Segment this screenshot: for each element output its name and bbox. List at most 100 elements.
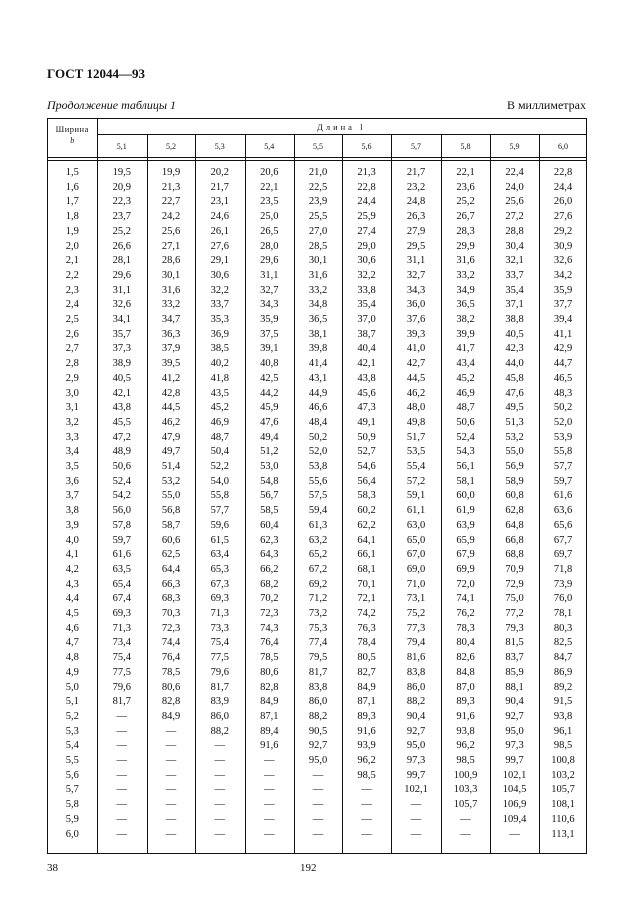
table-cell: 82,6	[456, 652, 475, 664]
table-cell: 72,9	[505, 578, 524, 590]
table-cell: —	[116, 740, 128, 752]
table-cell: 40,2	[210, 358, 229, 370]
table-cell: 55,4	[406, 461, 426, 472]
table-cell: 98,5	[553, 740, 573, 752]
table-cell: 76,3	[357, 622, 376, 634]
table-cell: 54,3	[456, 446, 475, 458]
table-cell: 52,0	[308, 446, 328, 458]
table-cell: 106,9	[502, 799, 527, 811]
row-width-value: 4,7	[65, 637, 79, 649]
table-cell: —	[214, 769, 226, 781]
table-cell: —	[165, 799, 177, 811]
table-cell: 34,3	[406, 284, 426, 296]
row-width-value: 3,3	[65, 431, 79, 443]
table-cell: 41,7	[456, 343, 475, 355]
table-cell: 98,5	[357, 769, 376, 781]
table-cell: 77,5	[112, 666, 131, 678]
table-cell: 25,5	[308, 211, 328, 223]
table-cell: 21,3	[161, 181, 181, 193]
table-cell: 59,7	[553, 475, 573, 487]
table-cell: 59,6	[210, 519, 229, 531]
table-cell: 25,2	[112, 225, 131, 237]
table-cell: 30,6	[210, 269, 229, 281]
table-cell: 58,1	[456, 475, 475, 487]
table-cell: 39,4	[553, 314, 573, 325]
table-cell: —	[116, 784, 128, 796]
table-cell: 40,5	[505, 328, 524, 340]
column-header: 5,2	[166, 142, 176, 151]
row-width-value: 1,7	[65, 196, 79, 208]
table-cell: 55,8	[553, 446, 573, 458]
table-cell: —	[165, 784, 177, 796]
table-cell: 75,4	[210, 637, 229, 649]
table-cell: 48,7	[456, 402, 475, 414]
table-cell: 38,2	[456, 314, 475, 325]
table-cell: 78,5	[260, 652, 279, 664]
table-cell: 48,7	[210, 431, 229, 443]
table-cell: 47,6	[260, 416, 279, 428]
table-cell: 50,6	[456, 416, 475, 428]
table-cell: 66,8	[505, 534, 524, 546]
table-cell: 50,9	[357, 431, 376, 443]
table-cell: 24,6	[210, 211, 229, 223]
table-cell: 57,7	[210, 505, 229, 517]
table-cell: 76,2	[456, 608, 475, 619]
table-cell: 34,1	[112, 314, 131, 325]
table-cell: 22,8	[357, 181, 376, 193]
table-cell: 26,3	[406, 211, 426, 223]
table-cell: 35,3	[210, 314, 229, 325]
table-cell: 21,7	[210, 181, 229, 193]
table-cell: 79,5	[308, 652, 328, 664]
table-cell: 46,6	[308, 402, 328, 414]
table-cell: 19,5	[112, 167, 131, 178]
table-cell: 34,9	[456, 284, 475, 296]
table-cell: 55,0	[505, 446, 524, 458]
table-cell: 20,9	[112, 181, 131, 193]
table-cell: 73,3	[210, 622, 229, 634]
table-cell: 69,2	[308, 578, 328, 590]
table-cell: 28,3	[456, 225, 475, 237]
table-cell: 21,3	[357, 167, 376, 178]
table-cell: —	[116, 799, 128, 811]
table-cell: 64,8	[505, 519, 524, 531]
table-cell: 19,9	[161, 167, 181, 178]
table-cell: 56,7	[260, 490, 279, 502]
table-cell: —	[312, 813, 324, 825]
table-cell: 83,9	[210, 696, 229, 708]
table-cell: 29,5	[406, 240, 426, 252]
table-cell: 100,8	[551, 755, 575, 766]
table-cell: 80,4	[456, 637, 475, 649]
table-cell: 65,3	[210, 563, 229, 575]
table-cell: 64,1	[357, 534, 376, 546]
table-cell: 103,2	[551, 769, 575, 781]
table-cell: 72,3	[161, 622, 181, 634]
table-cell: 71,8	[553, 563, 573, 575]
table-cell: 53,2	[161, 475, 181, 487]
table-cell: 58,7	[161, 519, 181, 531]
table-cell: 43,8	[357, 372, 376, 384]
row-width-value: 5,5	[65, 755, 79, 766]
column-divider	[244, 134, 246, 853]
table-cell: 42,7	[406, 358, 426, 370]
table-cell: 68,2	[260, 578, 279, 590]
table-cell: 20,2	[210, 167, 229, 178]
table-cell: 77,3	[406, 622, 426, 634]
table-cell: 61,5	[210, 534, 229, 546]
table-cell: 65,0	[406, 534, 426, 546]
table-cell: 82,8	[161, 696, 181, 708]
table-cell: 92,7	[406, 725, 426, 737]
row-width-value: 4,0	[65, 534, 79, 546]
table-cell: —	[264, 769, 275, 781]
table-cell: 87,1	[260, 710, 279, 722]
table-cell: 68,8	[505, 549, 524, 561]
table-continuation-label: Продолжение таблицы 1	[47, 98, 177, 112]
table-cell: 90,5	[308, 725, 328, 737]
table-cell: 90,4	[505, 696, 524, 708]
table-cell: 62,5	[161, 549, 181, 561]
table-cell: 88,1	[505, 681, 524, 693]
table-cell: 23,7	[112, 211, 131, 223]
table-cell: 72,0	[456, 578, 475, 590]
table-cell: 37,3	[112, 343, 131, 355]
table-cell: 72,1	[357, 593, 376, 605]
table-cell: 76,4	[161, 652, 181, 664]
